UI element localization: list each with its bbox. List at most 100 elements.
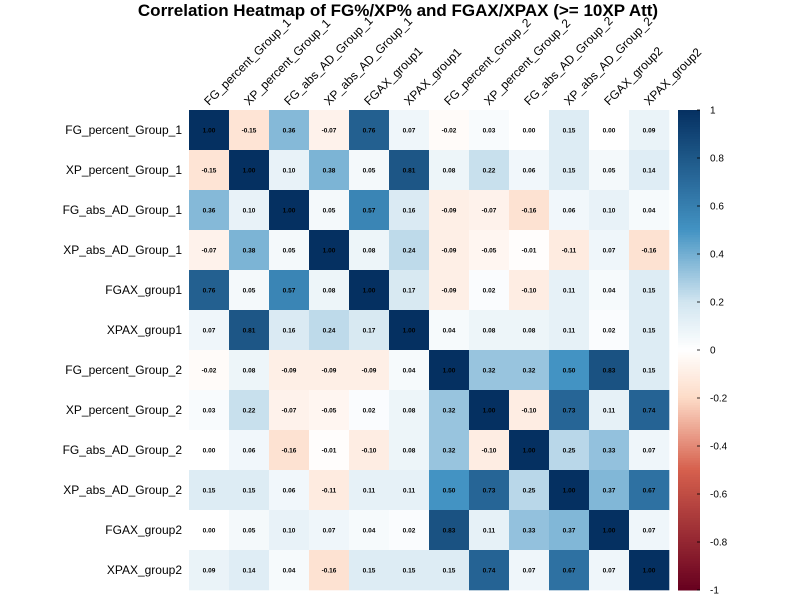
heatmap-cell (389, 110, 430, 151)
colorbar-gradient-step (678, 170, 700, 173)
colorbar-gradient-step (678, 225, 700, 229)
colorbar-gradient-step (678, 335, 700, 339)
cell-value-label: 0.11 (563, 287, 576, 294)
cell-value-label: 0.09 (643, 127, 656, 134)
colorbar-tick-label: 0.4 (710, 250, 724, 261)
cell-value-label: -0.07 (282, 407, 297, 414)
cell-value-label: -0.15 (202, 167, 217, 174)
colorbar-gradient-step (678, 520, 700, 524)
colorbar-gradient-step (678, 558, 700, 562)
cell-value-label: 0.11 (403, 487, 416, 494)
colorbar-gradient-step (678, 285, 700, 289)
colorbar-gradient-step (678, 491, 700, 495)
heatmap-cell (429, 310, 470, 351)
colorbar-gradient-step (678, 566, 700, 569)
heatmap-cell (389, 470, 430, 511)
cell-value-label: 0.37 (563, 527, 576, 534)
heatmap-cell (269, 230, 310, 271)
heatmap-cell (309, 350, 350, 391)
colorbar-gradient-step (678, 366, 700, 370)
cell-value-label: 1.00 (603, 527, 616, 534)
colorbar-gradient-step (678, 388, 700, 392)
heatmap-cell (429, 550, 470, 591)
colorbar-gradient-step (678, 453, 700, 457)
cell-value-label: 0.10 (243, 207, 256, 214)
colorbar-gradient-step (678, 110, 700, 113)
colorbar-gradient-step (678, 352, 700, 356)
heatmap-cell (229, 390, 270, 431)
heatmap-cell (629, 110, 670, 151)
heatmap-cell (589, 230, 630, 271)
heatmap-cell (589, 510, 630, 551)
heatmap-cell (229, 430, 270, 471)
cell-value-label: 1.00 (363, 287, 376, 294)
cell-value-label: -0.09 (322, 367, 337, 374)
colorbar-gradient-step (678, 273, 700, 277)
colorbar-gradient-step (678, 525, 700, 529)
cell-value-label: 0.15 (243, 487, 256, 494)
colorbar-gradient-step (678, 455, 700, 459)
colorbar-gradient-step (678, 510, 700, 514)
colorbar-gradient-step (678, 446, 700, 449)
colorbar-gradient-step (678, 112, 700, 116)
cell-value-label: -0.09 (442, 207, 457, 214)
colorbar-gradient-step (678, 460, 700, 464)
cell-value-label: 0.15 (403, 567, 416, 574)
cell-value-label: 0.38 (243, 247, 256, 254)
colorbar-legend: 1 0.8 0.6 0.4 0.2 0 -0.2 -0.4 -0.6 -0.8 -1 (678, 106, 728, 597)
cell-value-label: 0.07 (603, 567, 616, 574)
heatmap-cell (189, 270, 230, 311)
colorbar-gradient-step (678, 251, 700, 255)
colorbar-gradient-step (678, 184, 700, 188)
heatmap-cell (309, 510, 350, 551)
colorbar-gradient-step (678, 158, 700, 161)
cell-value-label: 0.05 (243, 287, 256, 294)
heatmap-cell (469, 190, 510, 231)
colorbar-gradient-step (678, 258, 700, 262)
colorbar-gradient-step (678, 167, 700, 171)
heatmap-cell (629, 310, 670, 351)
heatmap-cell (349, 190, 390, 231)
colorbar-gradient-step (678, 237, 700, 241)
row-label: XP_abs_AD_Group_1 (63, 243, 182, 257)
heatmap-cell (269, 550, 310, 591)
cell-value-label: 0.76 (363, 127, 376, 134)
heatmap-cell (389, 230, 430, 271)
colorbar-tick-label: 0.8 (710, 154, 724, 165)
heatmap-cell (429, 390, 470, 431)
heatmap-cell (309, 190, 350, 231)
heatmap-cell (389, 430, 430, 471)
colorbar-gradient-step (678, 390, 700, 394)
cell-value-label: 0.04 (443, 327, 456, 334)
heatmap-cell (589, 270, 630, 311)
cell-value-label: 0.02 (603, 327, 616, 334)
cell-value-label: 0.00 (603, 127, 616, 134)
colorbar-gradient-step (678, 582, 700, 586)
colorbar-gradient-step (678, 554, 700, 557)
colorbar-gradient-step (678, 177, 700, 181)
heatmap-cell (469, 470, 510, 511)
colorbar-gradient-step (678, 400, 700, 404)
colorbar-gradient-step (678, 266, 700, 269)
colorbar-gradient-step (678, 302, 700, 305)
colorbar-gradient-step (678, 542, 700, 545)
cell-value-label: 0.36 (203, 207, 216, 214)
heatmap-cell (589, 110, 630, 151)
heatmap-cell (309, 470, 350, 511)
row-label: XP_percent_Group_2 (66, 403, 182, 417)
heatmap-cell (189, 150, 230, 191)
heatmap-cell (549, 270, 590, 311)
heatmap-cell (429, 190, 470, 231)
colorbar-gradient-step (678, 426, 700, 430)
colorbar-gradient-step (678, 191, 700, 195)
cell-value-label: 0.03 (483, 127, 496, 134)
cell-value-label: 0.16 (283, 327, 296, 334)
cell-value-label: 0.02 (403, 527, 416, 534)
colorbar-gradient-step (678, 282, 700, 286)
colorbar-gradient-step (678, 278, 700, 281)
colorbar-gradient-step (678, 422, 700, 425)
colorbar-gradient-step (678, 436, 700, 440)
colorbar-gradient-step (678, 172, 700, 176)
colorbar-gradient-step (678, 369, 700, 373)
colorbar-gradient-step (678, 196, 700, 200)
